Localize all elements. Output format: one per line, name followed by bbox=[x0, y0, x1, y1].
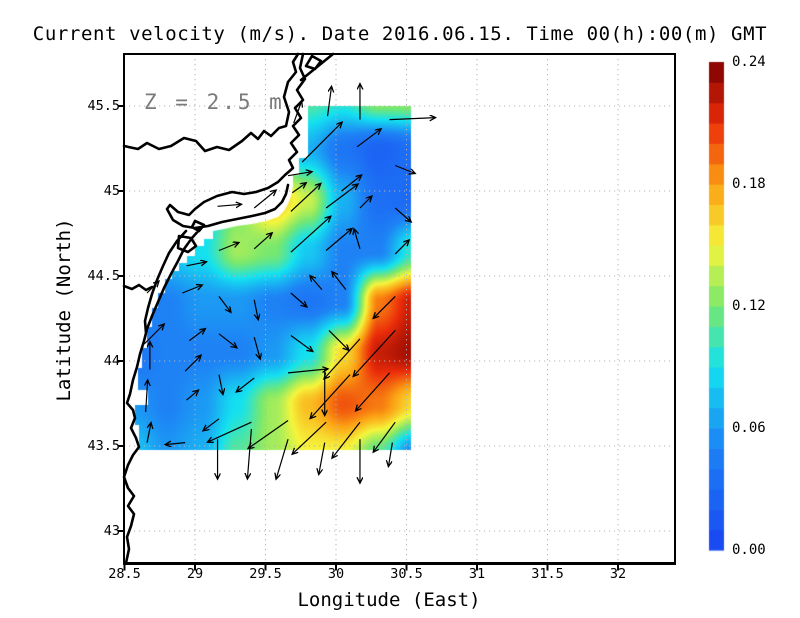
velocity-vector-arrows bbox=[143, 84, 436, 484]
velocity-arrow bbox=[290, 183, 321, 212]
velocity-arrow bbox=[326, 86, 332, 117]
velocity-arrow bbox=[373, 421, 396, 452]
colorbar-tick-label: 0.06 bbox=[732, 420, 766, 436]
velocity-arrow bbox=[310, 276, 323, 290]
velocity-arrow bbox=[182, 285, 202, 294]
colorbar-tick-label: 0.18 bbox=[732, 176, 766, 192]
velocity-arrow bbox=[354, 229, 361, 249]
depth-annotation: Z = 2.5 m bbox=[144, 90, 285, 114]
y-tick-label: 43 bbox=[103, 523, 120, 539]
velocity-arrow bbox=[236, 377, 255, 392]
velocity-arrow bbox=[394, 207, 411, 222]
gridlines bbox=[124, 54, 675, 563]
velocity-arrow bbox=[394, 240, 409, 255]
velocity-arrow bbox=[373, 295, 396, 318]
velocity-arrow bbox=[389, 118, 436, 120]
velocity-arrow bbox=[388, 442, 393, 467]
velocity-arrow bbox=[218, 243, 239, 252]
velocity-arrow bbox=[293, 101, 302, 124]
velocity-arrow bbox=[310, 374, 351, 419]
x-axis-label: Longitude (East) bbox=[297, 589, 481, 611]
velocity-arrow bbox=[328, 329, 349, 350]
velocity-arrow bbox=[165, 443, 186, 445]
x-tick-label: 32 bbox=[609, 566, 627, 582]
velocity-arrow bbox=[218, 296, 231, 312]
x-tick-label: 31 bbox=[468, 566, 486, 582]
x-tick-label: 31.5 bbox=[531, 566, 564, 582]
velocity-arrow bbox=[189, 329, 205, 342]
velocity-arrow bbox=[325, 229, 352, 251]
velocity-arrow bbox=[394, 164, 415, 174]
velocity-arrow bbox=[287, 172, 312, 177]
velocity-arrow bbox=[247, 428, 252, 479]
y-tick-label: 45 bbox=[103, 183, 120, 199]
x-tick-label: 28.5 bbox=[108, 566, 141, 582]
velocity-arrow bbox=[184, 355, 201, 372]
velocity-arrow bbox=[356, 372, 391, 411]
velocity-arrow bbox=[324, 338, 361, 379]
velocity-arrow bbox=[288, 369, 328, 374]
velocity-arrow bbox=[253, 337, 260, 359]
x-tick-label: 30 bbox=[327, 566, 345, 582]
velocity-arrow bbox=[186, 390, 199, 401]
y-tick-label: 44 bbox=[103, 353, 120, 369]
velocity-arrow bbox=[292, 421, 327, 454]
velocity-arrow bbox=[253, 233, 272, 250]
y-axis-label: Latitude (North) bbox=[53, 218, 75, 402]
axis-tick-marks bbox=[117, 105, 619, 571]
x-tick-label: 29 bbox=[186, 566, 204, 582]
velocity-arrow bbox=[291, 183, 306, 194]
velocity-arrow bbox=[146, 423, 151, 443]
x-tick-label: 30.5 bbox=[390, 566, 423, 582]
velocity-arrow bbox=[146, 380, 148, 413]
velocity-arrow bbox=[207, 421, 252, 442]
velocity-arrow bbox=[290, 335, 313, 352]
velocity-arrow bbox=[341, 175, 362, 192]
velocity-arrow bbox=[332, 421, 361, 458]
velocity-arrow bbox=[290, 216, 331, 253]
y-tick-label: 44.5 bbox=[87, 268, 120, 284]
velocity-arrow bbox=[319, 442, 326, 475]
velocity-arrow bbox=[219, 374, 223, 395]
velocity-arrow bbox=[248, 420, 289, 449]
x-tick-label: 29.5 bbox=[249, 566, 282, 582]
chart-title: Current velocity (m/s). Date 2016.06.15.… bbox=[32, 23, 768, 45]
y-tick-label: 43.5 bbox=[87, 438, 120, 454]
y-tick-label: 45.5 bbox=[87, 98, 120, 114]
velocity-arrow bbox=[332, 272, 347, 290]
velocity-arrow bbox=[253, 190, 276, 209]
colorbar-tick-label: 0.12 bbox=[732, 298, 766, 314]
plot-frame bbox=[123, 53, 676, 564]
velocity-arrow bbox=[217, 204, 242, 206]
velocity-arrow bbox=[301, 122, 342, 163]
colorbar-tick-label: 0.24 bbox=[732, 54, 766, 70]
velocity-arrow bbox=[290, 292, 307, 307]
velocity-arrow bbox=[203, 418, 220, 431]
velocity-arrow bbox=[359, 196, 372, 209]
velocity-arrow bbox=[186, 262, 207, 266]
velocity-arrow bbox=[146, 281, 159, 294]
velocity-arrow bbox=[353, 329, 396, 376]
velocity-arrow bbox=[276, 439, 289, 479]
velocity-arrow bbox=[218, 333, 237, 348]
velocity-arrow bbox=[356, 129, 381, 148]
velocity-arrow bbox=[325, 184, 358, 209]
velocity-arrow bbox=[254, 299, 258, 320]
colorbar-tick-label: 0.00 bbox=[732, 542, 766, 558]
